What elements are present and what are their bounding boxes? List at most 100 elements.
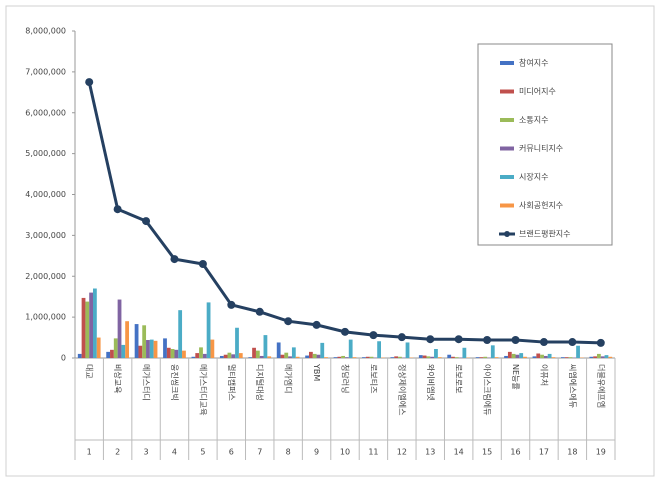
bar	[146, 340, 150, 358]
bar	[438, 357, 442, 358]
bar	[569, 357, 573, 358]
bar	[589, 357, 593, 358]
y-tick-label: 7,000,000	[25, 67, 66, 76]
x-tick-label: 메가스터디교육	[198, 364, 207, 416]
line-point	[114, 205, 122, 213]
line-point	[455, 335, 463, 343]
rank-label: 16	[510, 448, 520, 457]
rank-label: 5	[200, 448, 205, 457]
bar	[163, 338, 167, 358]
bar	[135, 324, 139, 358]
bar	[491, 345, 495, 358]
bar	[394, 356, 398, 358]
y-tick-label: 5,000,000	[25, 149, 66, 158]
legend-swatch	[500, 61, 514, 65]
bar	[239, 353, 243, 358]
bar	[353, 357, 357, 358]
bar	[362, 357, 366, 358]
x-tick-label: 로보티즈	[369, 364, 378, 393]
bar	[601, 356, 605, 358]
bar	[447, 355, 451, 358]
bar	[504, 356, 508, 358]
rank-label: 13	[425, 448, 435, 457]
rank-label: 7	[257, 448, 262, 457]
bar	[476, 357, 480, 358]
y-tick-label: 2,000,000	[25, 272, 66, 281]
legend-swatch	[500, 147, 514, 151]
bar	[142, 325, 146, 358]
rank-label: 17	[539, 448, 549, 457]
bar	[533, 356, 537, 358]
bar	[540, 355, 544, 358]
line-point	[369, 331, 377, 339]
line-point	[313, 321, 321, 329]
line-point	[199, 260, 207, 268]
x-tick-label: 로보로보	[454, 364, 463, 393]
bar	[366, 357, 370, 358]
bar	[82, 298, 86, 358]
bar	[89, 293, 93, 358]
rank-label: 19	[596, 448, 606, 457]
bar	[121, 345, 125, 358]
legend-swatch	[500, 204, 514, 208]
bar	[451, 357, 455, 358]
bar	[106, 352, 110, 358]
bar	[288, 356, 292, 358]
bar	[313, 354, 317, 358]
bar	[110, 350, 114, 358]
bar	[552, 357, 556, 358]
bar	[434, 349, 438, 358]
bar	[341, 356, 345, 358]
bar	[260, 356, 264, 358]
bar	[224, 355, 228, 358]
bar	[264, 335, 268, 358]
bar	[608, 357, 612, 358]
line-point	[170, 255, 178, 263]
bar	[419, 355, 423, 358]
x-tick-label: 이퓨처	[539, 364, 549, 386]
x-tick-label: 아이스크림에듀	[483, 364, 493, 416]
bar	[597, 354, 601, 358]
bar	[138, 346, 142, 358]
x-tick-label: 씨엠에스에듀	[568, 364, 578, 408]
line-point	[426, 335, 434, 343]
x-tick-label: 메가엠디	[284, 364, 294, 393]
bar	[512, 354, 516, 358]
bar	[85, 302, 89, 358]
bar	[455, 357, 459, 358]
line-point	[256, 308, 264, 316]
bar	[334, 357, 338, 358]
bar	[483, 357, 487, 358]
bar	[345, 357, 349, 358]
bar	[305, 356, 309, 358]
rank-label: 11	[368, 448, 378, 457]
bar	[508, 352, 512, 358]
x-tick-label: YBM	[312, 363, 321, 381]
rank-label: 1	[87, 448, 92, 457]
bar	[377, 341, 381, 358]
bar	[167, 348, 171, 358]
bar	[281, 355, 285, 358]
bar	[423, 356, 427, 358]
bar	[284, 353, 288, 358]
x-tick-label: 메가스터디	[142, 364, 151, 401]
bar	[337, 357, 341, 358]
bar	[171, 349, 175, 358]
bar	[536, 354, 540, 358]
bar	[519, 353, 523, 358]
line-point	[597, 339, 605, 347]
x-tick-label: 정상제이엘에스	[397, 364, 407, 416]
x-tick-label: 웅진씽크빅	[170, 364, 180, 401]
rank-label: 8	[286, 448, 291, 457]
bar	[97, 338, 101, 358]
line-point	[85, 78, 93, 86]
rank-label: 2	[115, 448, 120, 457]
bar	[480, 357, 484, 358]
y-tick-label: 3,000,000	[25, 231, 66, 240]
bar	[118, 300, 122, 358]
x-tick-label: 비상교육	[113, 364, 123, 393]
line-point	[142, 217, 150, 225]
bar	[561, 357, 565, 358]
legend-label: 시장지수	[519, 172, 548, 182]
